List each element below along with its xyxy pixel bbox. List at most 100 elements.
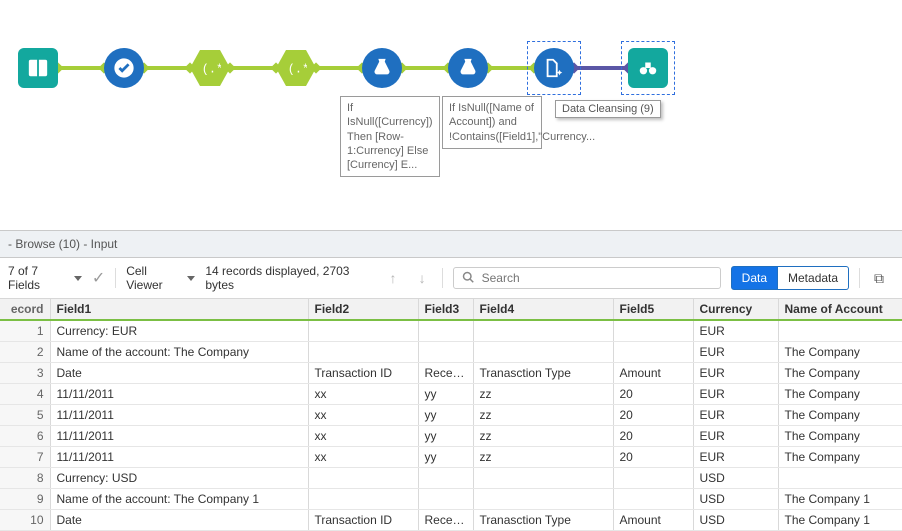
table-cell[interactable] bbox=[473, 320, 613, 342]
table-cell[interactable]: The Company bbox=[778, 384, 902, 405]
table-cell[interactable]: 20 bbox=[613, 447, 693, 468]
next-record-button[interactable]: ↓ bbox=[413, 268, 432, 288]
tool-annotation[interactable]: If IsNull([Name of Account]) and !Contai… bbox=[442, 96, 542, 149]
table-cell[interactable]: Date bbox=[50, 363, 308, 384]
table-cell[interactable]: xx bbox=[308, 426, 418, 447]
table-cell[interactable]: yy bbox=[418, 426, 473, 447]
row-number[interactable]: 1 bbox=[0, 320, 50, 342]
table-row[interactable]: 611/11/2011xxyyzz20EURThe Company bbox=[0, 426, 902, 447]
cell-viewer-dropdown[interactable]: Cell Viewer bbox=[126, 264, 195, 292]
table-cell[interactable]: 11/11/2011 bbox=[50, 447, 308, 468]
table-row[interactable]: 411/11/2011xxyyzz20EURThe Company bbox=[0, 384, 902, 405]
row-number[interactable]: 9 bbox=[0, 489, 50, 510]
table-cell[interactable]: zz bbox=[473, 384, 613, 405]
table-cell[interactable]: 11/11/2011 bbox=[50, 426, 308, 447]
table-row[interactable]: 9Name of the account: The Company 1 USDTh… bbox=[0, 489, 902, 510]
prev-record-button[interactable]: ↑ bbox=[383, 268, 402, 288]
table-cell[interactable]: The Company bbox=[778, 363, 902, 384]
table-row[interactable]: 511/11/2011xxyyzz20EURThe Company bbox=[0, 405, 902, 426]
workflow-canvas[interactable]: (.*) (.*) If IsNull([Currency]) Then [Row… bbox=[0, 0, 902, 200]
table-cell[interactable] bbox=[613, 468, 693, 489]
table-cell[interactable]: Receiver bbox=[418, 363, 473, 384]
table-cell[interactable] bbox=[473, 489, 613, 510]
column-header[interactable]: Field1 bbox=[50, 299, 308, 320]
table-cell[interactable]: The Company bbox=[778, 447, 902, 468]
table-cell[interactable]: EUR bbox=[693, 384, 778, 405]
table-cell[interactable] bbox=[473, 342, 613, 363]
table-cell[interactable]: 20 bbox=[613, 426, 693, 447]
workflow-connector[interactable] bbox=[574, 66, 628, 70]
copy-icon[interactable]: ⧉ bbox=[870, 270, 888, 287]
workflow-connector[interactable] bbox=[402, 66, 448, 70]
table-cell[interactable]: EUR bbox=[693, 342, 778, 363]
workflow-tool-input[interactable] bbox=[18, 48, 58, 88]
table-cell[interactable]: 11/11/2011 bbox=[50, 405, 308, 426]
table-cell[interactable]: Tranasction Type bbox=[473, 363, 613, 384]
tool-annotation[interactable]: If IsNull([Currency]) Then [Row-1:Curren… bbox=[340, 96, 440, 177]
tab-data[interactable]: Data bbox=[731, 266, 778, 290]
table-cell[interactable] bbox=[308, 468, 418, 489]
row-number[interactable]: 2 bbox=[0, 342, 50, 363]
table-cell[interactable] bbox=[308, 489, 418, 510]
table-cell[interactable]: The Company 1 bbox=[778, 510, 902, 531]
table-cell[interactable]: yy bbox=[418, 405, 473, 426]
table-cell[interactable] bbox=[418, 320, 473, 342]
row-number[interactable]: 10 bbox=[0, 510, 50, 531]
table-cell[interactable]: USD bbox=[693, 489, 778, 510]
row-number[interactable]: 5 bbox=[0, 405, 50, 426]
table-row[interactable]: 1Currency: EUREUR bbox=[0, 320, 902, 342]
search-input[interactable] bbox=[480, 270, 712, 286]
table-cell[interactable]: zz bbox=[473, 426, 613, 447]
table-row[interactable]: 8Currency: USDUSD bbox=[0, 468, 902, 489]
table-cell[interactable]: Currency: USD bbox=[50, 468, 308, 489]
table-cell[interactable]: Amount bbox=[613, 510, 693, 531]
table-cell[interactable]: EUR bbox=[693, 405, 778, 426]
table-cell[interactable]: The Company bbox=[778, 426, 902, 447]
table-cell[interactable]: The Company bbox=[778, 342, 902, 363]
column-header[interactable]: Field4 bbox=[473, 299, 613, 320]
column-header[interactable]: Field3 bbox=[418, 299, 473, 320]
workflow-tool-select[interactable] bbox=[104, 48, 144, 88]
workflow-connector[interactable] bbox=[58, 66, 104, 70]
table-cell[interactable] bbox=[418, 468, 473, 489]
fields-dropdown[interactable]: 7 of 7 Fields bbox=[8, 264, 82, 292]
table-cell[interactable] bbox=[778, 468, 902, 489]
table-cell[interactable]: The Company 1 bbox=[778, 489, 902, 510]
table-cell[interactable]: Currency: EUR bbox=[50, 320, 308, 342]
table-cell[interactable] bbox=[418, 342, 473, 363]
table-cell[interactable] bbox=[308, 342, 418, 363]
workflow-connector[interactable] bbox=[316, 66, 362, 70]
table-cell[interactable]: zz bbox=[473, 405, 613, 426]
table-cell[interactable]: EUR bbox=[693, 426, 778, 447]
tab-metadata[interactable]: Metadata bbox=[778, 266, 849, 290]
workflow-tool-formula2[interactable] bbox=[448, 48, 488, 88]
table-cell[interactable]: xx bbox=[308, 447, 418, 468]
table-cell[interactable]: Date bbox=[50, 510, 308, 531]
table-cell[interactable] bbox=[613, 342, 693, 363]
workflow-tool-formula1[interactable] bbox=[362, 48, 402, 88]
table-cell[interactable]: Name of the account: The Company 1 bbox=[50, 489, 308, 510]
table-cell[interactable]: Name of the account: The Company bbox=[50, 342, 308, 363]
row-number[interactable]: 7 bbox=[0, 447, 50, 468]
table-cell[interactable]: Transaction ID bbox=[308, 363, 418, 384]
table-cell[interactable] bbox=[308, 320, 418, 342]
check-icon[interactable]: ✓ bbox=[92, 268, 105, 288]
workflow-connector[interactable] bbox=[230, 66, 276, 70]
table-cell[interactable]: zz bbox=[473, 447, 613, 468]
table-cell[interactable] bbox=[613, 320, 693, 342]
column-header[interactable]: Field5 bbox=[613, 299, 693, 320]
table-cell[interactable]: Tranasction Type bbox=[473, 510, 613, 531]
table-cell[interactable]: EUR bbox=[693, 363, 778, 384]
table-cell[interactable]: xx bbox=[308, 405, 418, 426]
column-header[interactable]: ecord bbox=[0, 299, 50, 320]
column-header[interactable]: Name of Account bbox=[778, 299, 902, 320]
workflow-connector[interactable] bbox=[144, 66, 190, 70]
workflow-tool-regex1[interactable]: (.*) bbox=[190, 48, 230, 88]
table-row[interactable]: 10DateTransaction IDReceiverTranasction … bbox=[0, 510, 902, 531]
table-cell[interactable]: 20 bbox=[613, 384, 693, 405]
workflow-tool-regex2[interactable]: (.*) bbox=[276, 48, 316, 88]
column-header[interactable]: Currency bbox=[693, 299, 778, 320]
table-row[interactable]: 2Name of the account: The Company EURThe … bbox=[0, 342, 902, 363]
table-cell[interactable]: 11/11/2011 bbox=[50, 384, 308, 405]
row-number[interactable]: 3 bbox=[0, 363, 50, 384]
